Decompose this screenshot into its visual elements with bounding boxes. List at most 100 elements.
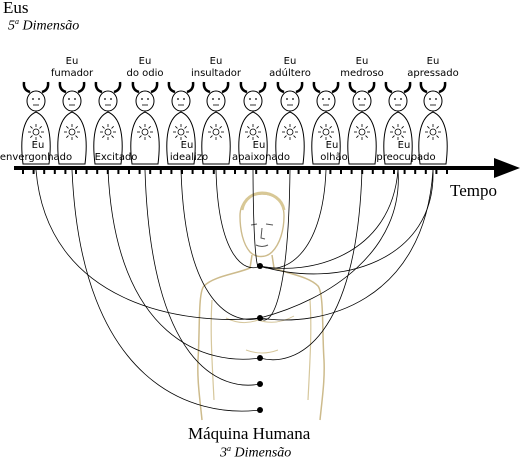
timeline-tick bbox=[287, 170, 289, 174]
sun-ray-icon bbox=[210, 135, 213, 138]
self-eye-icon bbox=[141, 98, 143, 100]
human-hair bbox=[240, 191, 286, 211]
bottom-self-label-line1: Eu bbox=[326, 140, 339, 151]
connection-curve bbox=[259, 169, 363, 361]
timeline-tick bbox=[414, 170, 417, 174]
top-self-label-line1: Eu bbox=[284, 56, 297, 67]
self-head-icon bbox=[62, 90, 82, 112]
self-head-icon bbox=[352, 90, 372, 112]
footer-title: Máquina Humana bbox=[188, 424, 311, 443]
self-figure bbox=[166, 81, 196, 165]
body-nodes bbox=[257, 263, 263, 413]
connection-curve bbox=[259, 169, 291, 321]
horn-left-icon bbox=[239, 81, 248, 94]
bottom-self-label-line1: Eu bbox=[398, 140, 411, 151]
sun-ray-icon bbox=[102, 135, 105, 138]
timeline-tick bbox=[191, 170, 194, 174]
connection-curve bbox=[35, 169, 261, 320]
sun-symbol-icon bbox=[394, 128, 402, 136]
timeline-tick bbox=[85, 170, 88, 174]
self-eye-icon bbox=[38, 98, 40, 100]
sun-ray-icon bbox=[30, 135, 33, 138]
top-self-label-line2: insultador bbox=[191, 68, 242, 79]
self-figure bbox=[311, 81, 341, 165]
self-figure bbox=[275, 81, 305, 165]
timeline-tick bbox=[223, 170, 226, 174]
timeline-tick bbox=[234, 170, 236, 174]
human-neck-shoulders bbox=[197, 254, 325, 421]
human-head-outline bbox=[239, 193, 285, 258]
sun-ray-icon bbox=[75, 135, 78, 138]
connection-curve bbox=[259, 169, 399, 319]
connection-curve bbox=[252, 169, 261, 268]
sun-ray-icon bbox=[210, 126, 213, 129]
timeline-tick bbox=[64, 170, 67, 174]
self-eye-icon bbox=[249, 98, 251, 100]
timeline-tick bbox=[117, 170, 120, 174]
timeline-tick bbox=[361, 170, 364, 174]
sun-ray-icon bbox=[436, 126, 439, 129]
sun-ray-icon bbox=[427, 135, 430, 138]
self-figure bbox=[93, 81, 123, 165]
connection-curves bbox=[35, 169, 434, 412]
top-self-label-line2: medroso bbox=[340, 68, 384, 79]
self-head-icon bbox=[26, 90, 46, 112]
sun-ray-icon bbox=[329, 135, 332, 138]
horn-right-icon bbox=[367, 81, 376, 94]
self-eye-icon bbox=[322, 98, 324, 100]
top-self-label-line2: fumador bbox=[51, 68, 94, 79]
self-eye-icon bbox=[32, 98, 34, 100]
human-body-figure bbox=[197, 191, 325, 421]
timeline-tick bbox=[446, 170, 448, 174]
connection-curve bbox=[259, 169, 434, 321]
top-self-label-line2: do odio bbox=[126, 68, 163, 79]
sun-ray-icon bbox=[256, 126, 259, 129]
self-figure bbox=[201, 81, 231, 165]
sun-ray-icon bbox=[365, 135, 368, 138]
sun-ray-icon bbox=[401, 126, 404, 129]
sun-ray-icon bbox=[66, 135, 69, 138]
self-head-icon bbox=[243, 90, 263, 112]
sun-ray-icon bbox=[365, 126, 368, 129]
timeline-tick bbox=[202, 170, 205, 174]
sun-ray-icon bbox=[139, 135, 142, 138]
sun-symbol-icon bbox=[212, 128, 220, 136]
horn-right-icon bbox=[403, 81, 412, 94]
self-head-icon bbox=[171, 90, 191, 112]
sun-ray-icon bbox=[320, 135, 323, 138]
timeline-tick bbox=[149, 170, 152, 174]
bottom-self-label-line2: idealizo bbox=[170, 152, 208, 163]
horn-left-icon bbox=[22, 81, 31, 94]
sun-ray-icon bbox=[39, 126, 42, 129]
timeline-tick bbox=[424, 170, 427, 174]
horn-left-icon bbox=[276, 81, 285, 94]
top-self-label-line1: Eu bbox=[66, 56, 79, 67]
axis-label-tempo: Tempo bbox=[450, 181, 497, 200]
footer-subtitle-number: 3 bbox=[220, 445, 227, 461]
sun-ray-icon bbox=[111, 135, 114, 138]
sun-ray-icon bbox=[30, 126, 33, 129]
bottom-self-label-line1: Eu bbox=[32, 140, 45, 151]
self-head-icon bbox=[206, 90, 226, 112]
sun-symbol-icon bbox=[68, 128, 76, 136]
timeline-tick bbox=[308, 170, 311, 174]
top-self-label-line1: Eu bbox=[210, 56, 223, 67]
timeline-tick bbox=[75, 170, 77, 174]
horn-right-icon bbox=[331, 81, 340, 94]
body-node-dot bbox=[257, 315, 263, 321]
timeline-tick bbox=[350, 170, 353, 174]
timeline-tick bbox=[403, 170, 406, 174]
timeline-tick bbox=[244, 170, 247, 174]
horn-left-icon bbox=[131, 81, 140, 94]
timeline-tick bbox=[128, 170, 130, 174]
timeline-tick bbox=[22, 170, 24, 174]
footer-subtitle: 3a Dimensão bbox=[220, 444, 291, 462]
footer-subtitle-sup: a bbox=[227, 444, 231, 453]
horn-left-icon bbox=[312, 81, 321, 94]
horn-right-icon bbox=[221, 81, 230, 94]
header-subtitle: 5a Dimensão bbox=[8, 17, 79, 35]
timeline-tick bbox=[96, 170, 99, 174]
self-head-icon bbox=[135, 90, 155, 112]
body-node-dot bbox=[257, 381, 263, 387]
self-eye-icon bbox=[394, 98, 396, 100]
